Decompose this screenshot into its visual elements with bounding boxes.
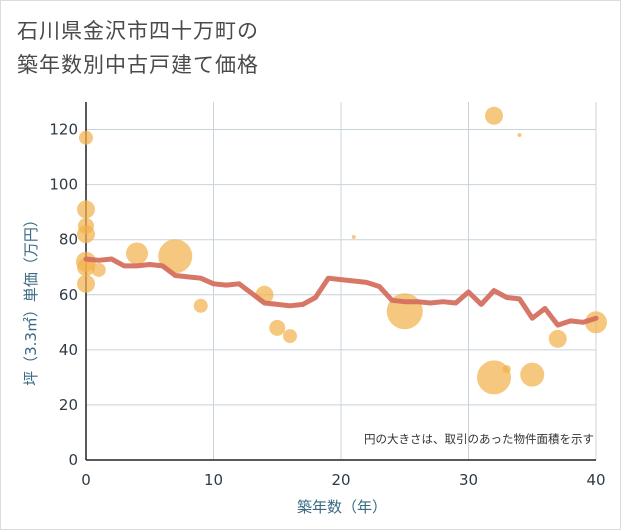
data-bubble xyxy=(158,239,193,274)
chart-title: 石川県金沢市四十万町の 築年数別中古戸建て価格 xyxy=(17,14,259,82)
y-axis-label: 坪（3.3㎡）単価（万円） xyxy=(22,212,40,386)
data-bubble xyxy=(77,200,95,219)
tick-layer: 0 20 40 60 80 100 120 0 10 20 30 40 xyxy=(49,121,605,489)
y-tick-label: 0 xyxy=(68,451,78,469)
data-bubble xyxy=(269,319,286,336)
grid-layer xyxy=(85,102,597,461)
data-bubble xyxy=(283,329,297,344)
data-bubble xyxy=(485,106,503,125)
data-bubble xyxy=(126,242,148,265)
data-bubble xyxy=(77,225,95,244)
bubble-layer xyxy=(76,106,607,395)
x-tick-label: 0 xyxy=(81,471,91,489)
data-bubble xyxy=(502,365,511,374)
data-bubble xyxy=(351,234,356,239)
x-tick-label: 30 xyxy=(459,471,478,489)
data-bubble xyxy=(585,311,607,334)
y-tick-label: 120 xyxy=(49,121,78,139)
y-tick-label: 80 xyxy=(59,231,78,249)
chart-title-line-2: 築年数別中古戸建て価格 xyxy=(17,53,259,77)
data-bubble xyxy=(91,262,106,277)
data-bubble xyxy=(77,258,95,277)
y-tick-label: 40 xyxy=(59,341,78,359)
data-bubble xyxy=(79,130,93,145)
data-bubble xyxy=(77,274,95,293)
data-bubble xyxy=(548,329,567,348)
data-bubble xyxy=(520,362,545,387)
y-tick-label: 100 xyxy=(49,176,78,194)
x-tick-label: 20 xyxy=(331,471,350,489)
x-tick-label: 10 xyxy=(204,471,223,489)
bubble-size-note: 円の大きさは、取引のあった物件面積を示す xyxy=(364,432,594,446)
x-axis-label: 築年数（年） xyxy=(297,498,387,516)
data-bubble xyxy=(477,360,511,395)
y-tick-label: 20 xyxy=(59,396,78,414)
data-bubble xyxy=(517,133,522,138)
average-line-layer xyxy=(83,256,599,328)
data-bubble xyxy=(193,298,208,313)
y-tick-label: 60 xyxy=(59,286,78,304)
chart-title-line-1: 石川県金沢市四十万町の xyxy=(17,19,259,43)
x-tick-label: 40 xyxy=(586,471,605,489)
average-price-line xyxy=(83,256,599,328)
